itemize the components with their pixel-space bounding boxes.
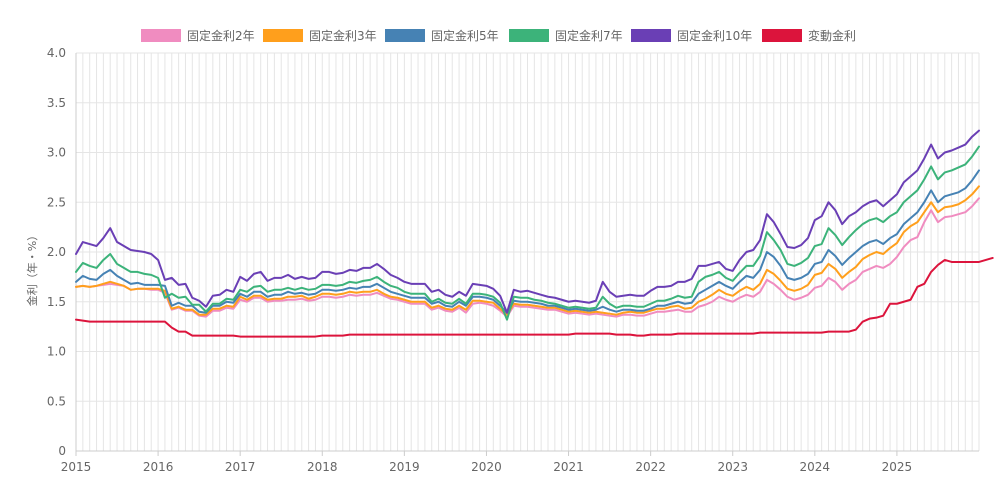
y-axis-ticks: 0 0.5 1.0 1.5 2.0 2.5 3.0 3.5 4.0 [47,46,66,458]
y-tick-label: 4.0 [47,46,66,60]
y-tick-label: 0.5 [47,394,66,408]
legend-swatch[interactable] [385,29,425,42]
grid [75,52,980,452]
x-tick-label: 2018 [307,460,338,474]
x-tick-label: 2020 [471,460,502,474]
legend[interactable]: 固定金利2年 固定金利3年 固定金利5年 固定金利7年 固定金利10年 変動金利 [141,28,856,43]
y-tick-label: 3.5 [47,96,66,110]
y-tick-label: 2.5 [47,195,66,209]
x-tick-label: 2025 [882,460,913,474]
x-tick-label: 2021 [553,460,584,474]
legend-swatch[interactable] [141,29,181,42]
legend-label[interactable]: 固定金利10年 [677,28,752,43]
x-tick-label: 2017 [225,460,256,474]
legend-label[interactable]: 変動金利 [808,28,856,43]
y-tick-label: 0 [58,444,66,458]
x-axis-ticks: 2015 2016 2017 2018 2019 2020 2021 2022 2023 2024… [61,451,912,474]
x-tick-label: 2024 [800,460,831,474]
legend-swatch[interactable] [263,29,303,42]
y-tick-label: 2.0 [47,245,66,259]
y-tick-label: 1.0 [47,345,66,359]
series-line-5[interactable] [75,256,994,338]
y-tick-label: 1.5 [47,295,66,309]
series-group [75,129,994,338]
x-tick-label: 2019 [389,460,420,474]
legend-swatch[interactable] [762,29,802,42]
legend-label[interactable]: 固定金利5年 [431,28,499,43]
series-line-4[interactable] [75,129,980,314]
legend-label[interactable]: 固定金利7年 [555,28,623,43]
legend-label[interactable]: 固定金利3年 [309,28,377,43]
x-tick-label: 2023 [717,460,748,474]
legend-swatch[interactable] [509,29,549,42]
series-line-1[interactable] [75,185,980,316]
x-tick-label: 2016 [143,460,174,474]
x-tick-label: 2015 [61,460,92,474]
y-tick-label: 3.0 [47,146,66,160]
x-tick-label: 2022 [635,460,666,474]
legend-swatch[interactable] [631,29,671,42]
y-axis-label: 金利（年・%） [25,230,39,306]
series-line-0[interactable] [75,197,980,318]
series-line-2[interactable] [75,169,980,314]
series-line-3[interactable] [75,145,980,321]
legend-label[interactable]: 固定金利2年 [187,28,255,43]
